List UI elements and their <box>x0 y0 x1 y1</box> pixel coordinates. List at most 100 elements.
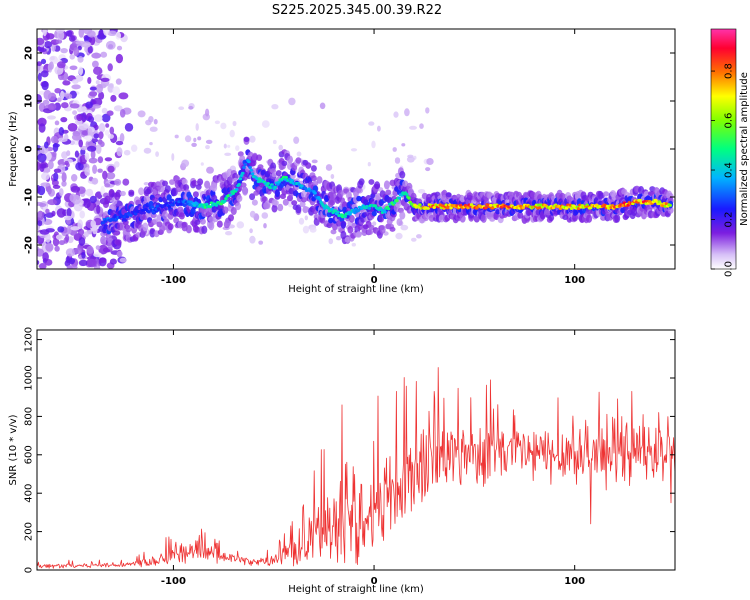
heatmap-ridge-core-cell <box>367 206 372 210</box>
heatmap-noise-cell <box>101 113 111 123</box>
heatmap-noise-cell <box>87 116 95 123</box>
heatmap-noise-cell <box>37 94 42 104</box>
heatmap-ridge-edge-cell <box>119 190 126 197</box>
heatmap-ridge-core-cell <box>336 210 340 214</box>
heatmap-speckle-cell <box>205 108 210 117</box>
heatmap-ridge-core-cell <box>125 215 130 219</box>
heatmap-ridge-edge-cell <box>385 189 392 196</box>
heatmap-ridge-edge-cell <box>358 178 365 186</box>
heatmap-noise-cell <box>78 237 86 246</box>
heatmap-ridge-core-cell <box>449 206 453 210</box>
colorbar-tick-label: 0.2 <box>724 212 735 228</box>
heatmap-speckle-cell <box>296 151 302 157</box>
heatmap-noise-cell <box>39 48 47 52</box>
heatmap-noise-cell <box>42 99 50 105</box>
heatmap-speckle-cell <box>298 217 305 225</box>
heatmap-ridge-core-cell <box>223 199 227 203</box>
heatmap-speckle-cell <box>302 225 310 234</box>
heatmap-ridge-core-cell <box>588 206 593 210</box>
heatmap-noise-cell <box>37 37 45 46</box>
heatmap-ridge-edge-cell <box>389 226 396 232</box>
heatmap-noise-cell <box>87 45 93 54</box>
heatmap-ridge-edge-cell <box>329 199 336 206</box>
heatmap-noise-cell <box>85 135 93 142</box>
heatmap-speckle-cell <box>249 135 256 143</box>
heatmap-noise-cell <box>73 47 80 57</box>
heatmap-noise-cell <box>107 133 115 139</box>
heatmap-noise-cell <box>56 61 66 69</box>
heatmap-noise-cell <box>102 170 108 180</box>
heatmap-noise-cell <box>99 141 105 148</box>
heatmap-noise-cell <box>67 265 78 269</box>
heatmap-noise-cell <box>62 80 71 86</box>
heatmap-ridge-core-cell <box>392 201 397 205</box>
heatmap-noise-cell <box>95 80 100 85</box>
heatmap-noise-cell <box>98 29 105 39</box>
heatmap-noise-cell <box>115 140 124 146</box>
heatmap-ridge-edge-cell <box>368 179 375 185</box>
heatmap-speckle-cell <box>425 167 431 172</box>
heatmap-ridge-edge-cell <box>149 228 156 238</box>
heatmap-ridge-edge-cell <box>264 200 271 209</box>
heatmap-noise-cell <box>45 33 55 40</box>
heatmap-noise-cell <box>57 226 65 233</box>
y-tick-label: 20 <box>24 46 35 60</box>
heatmap-noise-cell <box>50 135 59 144</box>
heatmap-noise-cell <box>59 188 64 197</box>
heatmap-noise-cell <box>99 257 107 264</box>
heatmap-noise-cell <box>40 58 47 65</box>
heatmap-noise-cell <box>80 145 88 151</box>
heatmap-noise-cell <box>97 168 103 173</box>
heatmap-noise-cell <box>37 220 43 227</box>
heatmap-ridge-core-cell <box>445 206 450 210</box>
heatmap-ridge-core-cell <box>243 163 248 167</box>
heatmap-noise-cell <box>108 44 114 49</box>
y-tick-label: 0 <box>24 145 35 152</box>
heatmap-ridge-core-cell <box>418 203 422 207</box>
heatmap-speckle-cell <box>350 148 358 152</box>
heatmap-noise-cell <box>65 234 70 243</box>
heatmap-noise-cell <box>78 259 88 267</box>
heatmap-noise-cell <box>119 133 125 143</box>
snr-series-line <box>37 367 675 569</box>
heatmap-speckle-cell <box>149 142 153 146</box>
heatmap-ridge-core-cell <box>469 203 474 207</box>
heatmap-ridge-core-cell <box>231 192 235 195</box>
heatmap-ridge-edge-cell <box>192 191 199 198</box>
heatmap-ridge-cell <box>328 217 334 224</box>
heatmap-ridge-edge-cell <box>367 229 373 235</box>
heatmap-ridge-edge-cell <box>399 171 406 179</box>
heatmap-speckle-cell <box>171 153 175 161</box>
heatmap-cells <box>37 29 674 269</box>
heatmap-noise-cell <box>116 45 123 51</box>
heatmap-noise-cell <box>85 101 93 109</box>
heatmap-speckle-cell <box>148 116 154 123</box>
heatmap-ridge-edge-cell <box>142 222 149 232</box>
heatmap-speckle-cell <box>249 228 253 234</box>
heatmap-noise-cell <box>69 65 78 71</box>
heatmap-ridge-edge-cell <box>185 225 192 234</box>
heatmap-ridge-core-cell <box>386 207 391 211</box>
heatmap-speckle-cell <box>367 162 371 167</box>
heatmap-ridge-edge-cell <box>146 186 153 194</box>
heatmap-ridge-edge-cell <box>261 196 268 202</box>
heatmap-ridge-core-cell <box>326 206 331 210</box>
heatmap-noise-cell <box>45 242 54 252</box>
y-tick-label: 1000 <box>24 365 35 390</box>
heatmap-ridge-core-cell <box>558 207 563 210</box>
heatmap-ridge-core-cell <box>383 210 387 214</box>
heatmap-noise-cell <box>51 210 56 217</box>
heatmap-noise-cell <box>55 39 63 44</box>
heatmap-ridge-core-cell <box>313 191 317 195</box>
heatmap-noise-cell <box>112 86 121 96</box>
heatmap-ridge-edge-cell <box>162 180 168 187</box>
heatmap-noise-cell <box>104 129 110 136</box>
heatmap-noise-cell <box>52 184 61 189</box>
heatmap-noise-cell <box>61 151 68 160</box>
heatmap-noise-cell <box>45 208 50 214</box>
heatmap-ridge-cell <box>340 221 346 229</box>
heatmap-speckle-cell <box>227 144 231 148</box>
heatmap-noise-cell <box>77 219 83 230</box>
heatmap-ridge-edge-cell <box>208 216 215 223</box>
heatmap-ridge-core-cell <box>356 209 361 212</box>
